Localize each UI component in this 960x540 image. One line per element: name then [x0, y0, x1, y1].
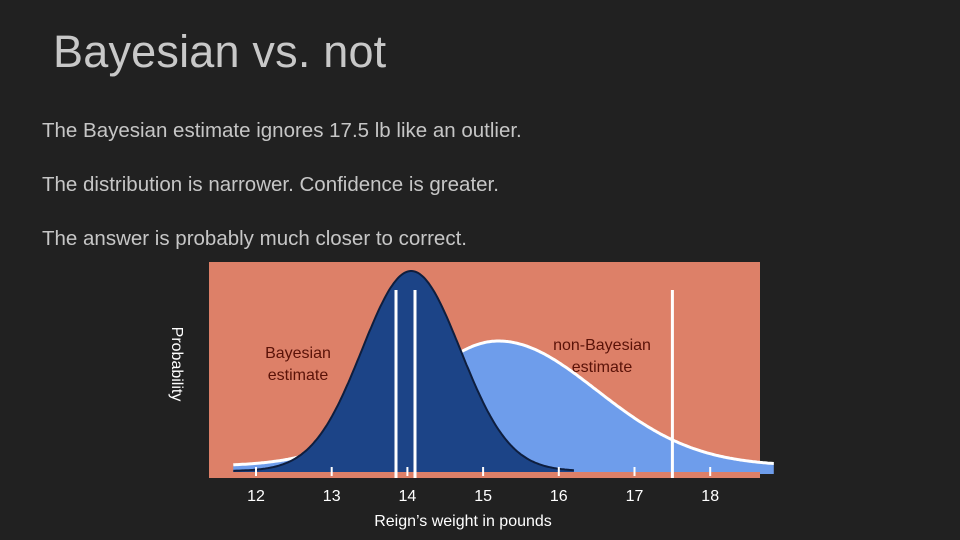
- x-tick-label-18: 18: [701, 488, 719, 505]
- x-ticks-group: 12 13 14 15 16 17 18: [247, 467, 719, 505]
- chart-baseline: [209, 472, 760, 478]
- x-tick-label-12: 12: [247, 488, 265, 505]
- slide-title: Bayesian vs. not: [53, 26, 387, 77]
- non-bayesian-label-line1: non-Bayesian: [553, 337, 651, 354]
- bullet-narrower: The distribution is narrower. Confidence…: [42, 173, 499, 196]
- bayesian-label-line2: estimate: [268, 367, 329, 384]
- non-bayesian-label-line2: estimate: [572, 359, 633, 376]
- bullet-correct: The answer is probably much closer to co…: [42, 227, 467, 250]
- bayesian-label-line1: Bayesian: [265, 345, 331, 362]
- x-tick-label-14: 14: [399, 488, 417, 505]
- x-axis-label: Reign’s weight in pounds: [374, 513, 552, 530]
- y-axis-label: Probability: [168, 327, 185, 402]
- marker-lines-group: [394, 290, 674, 478]
- bullet-outlier: The Bayesian estimate ignores 17.5 lb li…: [42, 119, 522, 142]
- x-tick-label-17: 17: [626, 488, 644, 505]
- x-tick-label-15: 15: [474, 488, 492, 505]
- curves-group: [209, 270, 774, 478]
- bayesian-curve-outline: [233, 270, 574, 472]
- bayesian-curve-fill: [233, 271, 574, 474]
- x-tick-label-16: 16: [550, 488, 568, 505]
- x-tick-label-13: 13: [323, 488, 341, 505]
